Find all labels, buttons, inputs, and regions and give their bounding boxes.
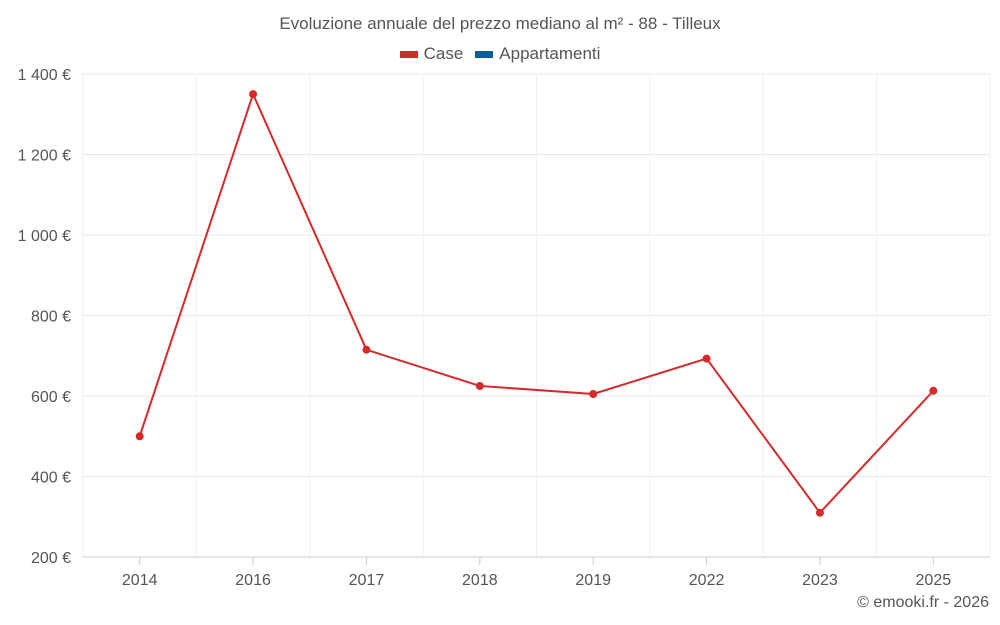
- y-tick-label: 1 000 €: [18, 228, 71, 245]
- data-point[interactable]: [815, 508, 824, 517]
- y-tick-label: 600 €: [31, 389, 71, 406]
- y-tick-label: 1 200 €: [18, 148, 71, 165]
- series-line-case: [138, 93, 935, 514]
- legend-entry-appartamenti[interactable]: Appartamenti: [475, 44, 600, 64]
- x-tick-label: 2016: [235, 572, 271, 589]
- x-tick-label: 2022: [689, 572, 725, 589]
- legend-swatch-appartamenti: [475, 50, 494, 58]
- data-point[interactable]: [362, 345, 371, 354]
- legend-swatch-case: [399, 50, 418, 58]
- data-point[interactable]: [249, 90, 258, 99]
- data-point[interactable]: [702, 354, 711, 363]
- grid-lines: [82, 73, 991, 557]
- x-tick-label: 2017: [349, 572, 385, 589]
- legend-entry-case[interactable]: Case: [399, 44, 464, 64]
- legend-label-appartamenti: Appartamenti: [499, 44, 601, 63]
- y-tick-label: 800 €: [31, 309, 71, 326]
- data-point[interactable]: [135, 432, 144, 441]
- credit-text: © emooki.fr - 2026: [857, 594, 989, 611]
- x-tick-label: 2019: [575, 572, 611, 589]
- data-point[interactable]: [589, 389, 598, 398]
- legend: Case Appartamenti: [0, 44, 1000, 64]
- series: [135, 90, 938, 517]
- chart-title: Evoluzione annuale del prezzo mediano al…: [279, 14, 721, 33]
- axes: 200 € 400 € 600 € 800 € 1 000 € 1 200 € 1 400 …: [18, 67, 990, 589]
- data-point[interactable]: [475, 381, 484, 390]
- y-tick-label: 400 €: [31, 470, 71, 487]
- x-tick-label: 2014: [122, 572, 158, 589]
- y-tick-label: 1 400 €: [18, 67, 71, 84]
- x-tick-label: 2018: [462, 572, 498, 589]
- data-point[interactable]: [929, 386, 938, 395]
- legend-label-case: Case: [423, 44, 464, 63]
- x-tick-label: 2025: [916, 572, 952, 589]
- x-tick-label: 2023: [802, 572, 838, 589]
- y-tick-label: 200 €: [31, 550, 71, 567]
